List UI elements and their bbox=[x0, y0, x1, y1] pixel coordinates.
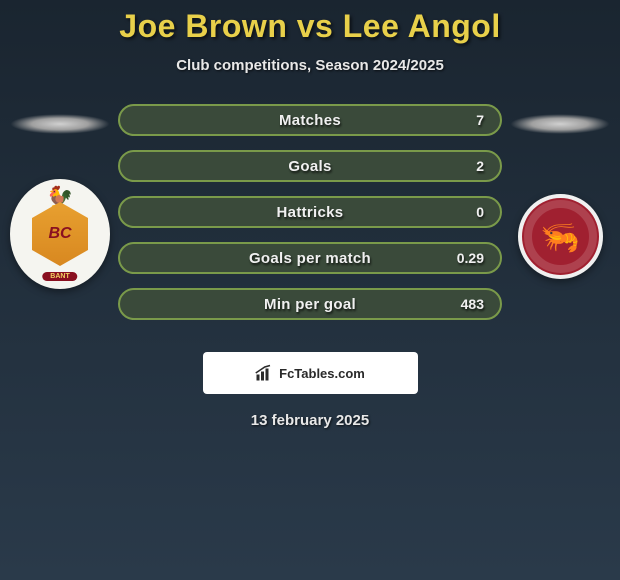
stat-label: Goals per match bbox=[249, 250, 371, 267]
page-title: Joe Brown vs Lee Angol bbox=[0, 8, 620, 45]
stat-bar-matches: Matches 7 bbox=[118, 104, 502, 136]
stat-value: 0 bbox=[476, 204, 484, 220]
badge-left-text: BC bbox=[48, 225, 71, 243]
stat-bar-mpg: Min per goal 483 bbox=[118, 288, 502, 320]
shrimp-icon: 🦐 bbox=[540, 218, 580, 256]
stat-bar-goals: Goals 2 bbox=[118, 150, 502, 182]
player-shadow-right bbox=[510, 114, 610, 134]
stat-value: 483 bbox=[461, 296, 484, 312]
stats-column: Matches 7 Goals 2 Hattricks 0 Goals per … bbox=[110, 104, 510, 334]
chart-icon bbox=[255, 364, 273, 382]
stat-label: Goals bbox=[288, 158, 331, 175]
brand-text: FcTables.com bbox=[279, 366, 365, 381]
right-column: 🦐 bbox=[510, 104, 610, 279]
stat-value: 0.29 bbox=[457, 250, 484, 266]
stat-value: 2 bbox=[476, 158, 484, 174]
stat-label: Matches bbox=[279, 112, 341, 129]
left-column: 🐓 BC BANT bbox=[10, 104, 110, 289]
badge-left-banner: BANT bbox=[42, 272, 77, 281]
stat-label: Min per goal bbox=[264, 296, 356, 313]
stat-value: 7 bbox=[476, 112, 484, 128]
main-row: 🐓 BC BANT Matches 7 Goals 2 Hattricks 0 … bbox=[0, 104, 620, 334]
stat-bar-hattricks: Hattricks 0 bbox=[118, 196, 502, 228]
stat-bar-gpm: Goals per match 0.29 bbox=[118, 242, 502, 274]
club-badge-left: 🐓 BC BANT bbox=[10, 179, 110, 289]
date-text: 13 february 2025 bbox=[0, 412, 620, 429]
main-container: Joe Brown vs Lee Angol Club competitions… bbox=[0, 0, 620, 429]
club-badge-right: 🦐 bbox=[518, 194, 603, 279]
brand-box: FcTables.com bbox=[203, 352, 418, 394]
player-shadow-left bbox=[10, 114, 110, 134]
subtitle: Club competitions, Season 2024/2025 bbox=[0, 57, 620, 74]
stat-label: Hattricks bbox=[277, 204, 344, 221]
